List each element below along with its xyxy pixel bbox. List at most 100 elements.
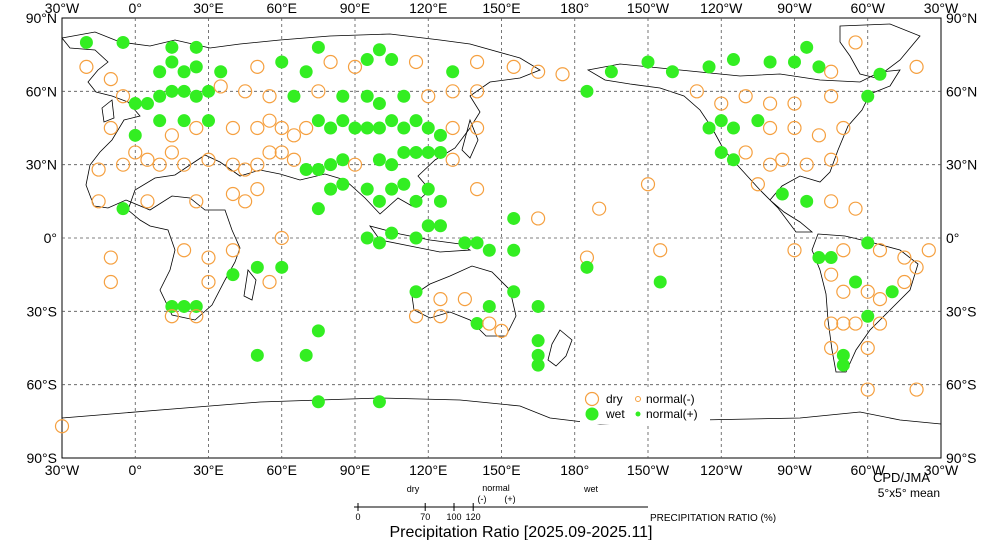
wet-marker [409, 194, 423, 208]
wet-marker [189, 299, 203, 313]
wet-marker [433, 194, 447, 208]
dry-marker [238, 84, 253, 99]
dry-marker [79, 59, 94, 74]
wet-marker [409, 285, 423, 299]
wet-marker [458, 236, 472, 250]
lat-label-right: 30°N [946, 157, 977, 173]
wet-marker [372, 153, 386, 167]
dry-marker [286, 128, 302, 143]
wet-marker [653, 275, 667, 289]
dry-marker [836, 284, 851, 299]
dry-marker [897, 250, 912, 265]
wet-marker [177, 114, 191, 128]
wet-marker [726, 121, 740, 135]
dry-marker [860, 382, 875, 397]
dry-marker [860, 340, 875, 356]
dry-marker [445, 120, 460, 136]
wet-marker [372, 97, 386, 111]
wet-marker [641, 55, 655, 69]
dry-marker [189, 120, 204, 136]
wet-marker [79, 35, 93, 49]
dry-marker [787, 243, 802, 258]
wet-marker [531, 348, 545, 362]
dry-marker [762, 96, 778, 111]
lon-label-top: 90°E [340, 0, 371, 16]
dry-marker [250, 182, 265, 197]
wet-marker [861, 236, 875, 250]
wet-marker [336, 89, 350, 103]
dry-marker [836, 120, 851, 136]
wet-marker [531, 299, 545, 313]
wet-marker [116, 35, 130, 49]
scale-tick-label: 120 [466, 512, 481, 522]
wet-marker [177, 65, 191, 79]
dry-marker [506, 59, 521, 74]
dry-marker [909, 260, 924, 275]
wet-marker [470, 236, 484, 250]
wet-marker [714, 114, 728, 128]
dry-marker [738, 145, 753, 160]
dry-marker [323, 54, 338, 70]
wet-marker [165, 299, 179, 313]
dry-marker [250, 120, 265, 136]
wet-marker [140, 97, 154, 111]
wet-marker [275, 55, 289, 69]
dry-marker [775, 152, 790, 167]
wet-marker [885, 285, 899, 299]
wet-marker [360, 53, 374, 67]
lon-label-bottom: 90°E [340, 462, 371, 478]
wet-marker [861, 89, 875, 103]
lon-label-top: 30°W [924, 0, 959, 16]
dry-marker [408, 54, 424, 70]
wet-marker [604, 65, 618, 79]
lon-label-bottom: 0° [129, 462, 142, 478]
dry-marker [469, 84, 485, 99]
lon-label-bottom: 150°W [627, 462, 670, 478]
dry-marker [225, 243, 241, 258]
dry-marker [799, 157, 814, 172]
wet-marker [189, 89, 203, 103]
dry-marker [152, 157, 167, 172]
wet-marker [482, 299, 496, 313]
scale-minus-label: (-) [478, 494, 487, 504]
lon-label-top: 120°E [409, 0, 447, 16]
dry-marker [848, 316, 863, 331]
wet-marker [775, 187, 789, 201]
scale-wet-label: wet [583, 484, 599, 494]
dry-marker [860, 284, 875, 299]
wet-marker [531, 334, 545, 348]
dry-marker [164, 128, 179, 143]
lat-label-left: 60°N [26, 83, 57, 99]
wet-marker [702, 121, 716, 135]
wet-marker [372, 395, 386, 409]
dry-marker [262, 274, 277, 290]
wet-marker [311, 40, 325, 54]
lon-label-bottom: 120°E [409, 462, 447, 478]
dry-marker [201, 250, 216, 265]
wet-marker [409, 231, 423, 245]
legend: dry wet normal(-) normal(+) [580, 388, 710, 424]
wet-marker [226, 268, 240, 282]
lon-label-top: 30°W [45, 0, 80, 16]
wet-marker [849, 275, 863, 289]
dry-marker [824, 316, 839, 331]
wet-marker [214, 65, 228, 79]
wet-marker [507, 285, 521, 299]
dry-marker [262, 113, 277, 128]
dry-marker [787, 120, 802, 136]
dry-marker [824, 340, 839, 356]
wet-marker [433, 128, 447, 142]
wet-marker [250, 348, 264, 362]
dry-marker [347, 157, 363, 172]
lat-label-left: 60°S [26, 377, 57, 393]
lon-label-top: 30°E [193, 0, 224, 16]
dry-marker [250, 157, 265, 172]
dry-marker [408, 309, 424, 324]
wet-marker [311, 395, 325, 409]
wet-marker [580, 260, 594, 274]
dry-marker [54, 419, 70, 434]
dry-marker [848, 35, 863, 50]
wet-marker [385, 158, 399, 172]
dry-marker [824, 267, 839, 282]
dry-marker [115, 89, 131, 104]
